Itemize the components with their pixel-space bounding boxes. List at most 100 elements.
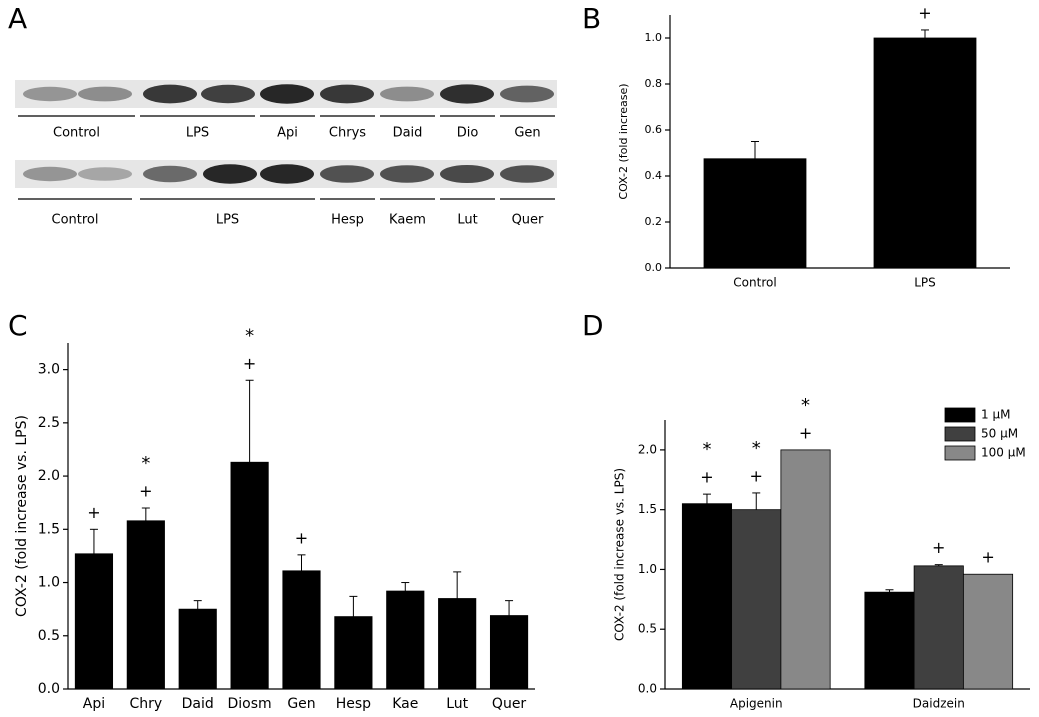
significance-star: * <box>245 325 254 346</box>
blot-band <box>260 84 314 104</box>
blot-band <box>78 167 132 181</box>
blot-band <box>78 86 132 102</box>
bar <box>489 615 529 690</box>
legend-swatch <box>944 445 976 461</box>
blot-band <box>500 165 554 183</box>
bar <box>681 503 733 690</box>
y-tick-label: 3.0 <box>38 362 60 378</box>
significance-plus: + <box>700 468 713 487</box>
bar <box>731 509 782 690</box>
blot-band <box>320 84 374 104</box>
y-tick-label: 0.4 <box>645 169 663 182</box>
bar <box>178 608 217 690</box>
blot-band <box>440 165 494 183</box>
lane-label: Daid <box>393 126 423 141</box>
bar <box>74 553 114 690</box>
bar <box>780 449 831 690</box>
blot-band <box>380 165 434 183</box>
significance-star: * <box>752 438 761 459</box>
x-tick-label: Kae <box>392 696 418 712</box>
x-tick-label: Gen <box>287 696 315 712</box>
blot-band <box>203 164 257 184</box>
legend-label: 1 μM <box>981 408 1010 422</box>
y-tick-label: 2.0 <box>638 442 657 456</box>
bar <box>386 590 425 690</box>
y-tick-label: 0.2 <box>645 215 663 228</box>
significance-plus: + <box>750 466 763 485</box>
y-tick-label: 1.5 <box>638 502 657 516</box>
y-tick-label: 0.0 <box>645 261 663 274</box>
significance-plus: + <box>932 538 945 557</box>
lane-label: Control <box>53 126 100 141</box>
significance-plus: + <box>799 423 812 442</box>
lane-label: Api <box>277 126 298 141</box>
lane-label: LPS <box>186 126 209 141</box>
x-tick-label: Daid <box>182 696 214 712</box>
blot-band <box>23 166 77 182</box>
legend-label: 100 μM <box>981 446 1026 460</box>
bar <box>334 616 373 690</box>
bar <box>126 520 165 690</box>
blot-band <box>320 165 374 183</box>
lane-label: Gen <box>514 126 540 141</box>
y-tick-label: 0.0 <box>38 681 60 697</box>
panel-label: A <box>8 2 27 35</box>
x-tick-label: Api <box>83 696 105 712</box>
legend-swatch <box>944 407 976 423</box>
lane-label: Hesp <box>331 213 364 228</box>
x-tick-label: Chry <box>129 696 162 712</box>
bar <box>230 461 269 690</box>
y-axis-label: COX-2 (fold increase) <box>617 83 630 199</box>
bar <box>438 598 477 690</box>
blot-band <box>440 84 494 104</box>
y-axis-label: COX-2 (fold increase vs. LPS) <box>14 415 30 617</box>
bar <box>873 37 977 269</box>
panel-label: C <box>8 309 28 342</box>
y-tick-label: 1.0 <box>638 562 657 576</box>
significance-plus: + <box>243 354 256 373</box>
panel-label: B <box>582 2 601 35</box>
y-tick-label: 1.0 <box>38 575 60 591</box>
y-tick-label: 2.0 <box>38 468 60 484</box>
blot-band <box>260 164 314 184</box>
y-tick-label: 1.0 <box>645 31 663 44</box>
significance-plus: + <box>139 482 152 501</box>
bar <box>864 591 915 690</box>
y-tick-label: 2.5 <box>38 415 60 431</box>
blot-band <box>380 86 434 102</box>
blot-band <box>143 84 197 104</box>
significance-star: * <box>141 453 150 474</box>
x-tick-label: Quer <box>492 696 527 712</box>
legend-label: 50 μM <box>981 427 1018 441</box>
bar <box>962 573 1014 690</box>
significance-star: * <box>801 395 810 416</box>
lane-label: Lut <box>457 213 477 228</box>
significance-star: * <box>702 439 711 460</box>
x-tick-label: Lut <box>446 696 468 712</box>
significance-plus: + <box>918 3 931 22</box>
significance-plus: + <box>87 503 100 522</box>
x-tick-label: LPS <box>914 276 936 290</box>
x-tick-label: Apigenin <box>730 697 783 711</box>
y-tick-label: 0.8 <box>645 77 663 90</box>
blot-band <box>143 165 197 183</box>
significance-plus: + <box>981 548 994 567</box>
y-tick-label: 1.5 <box>38 521 60 537</box>
significance-plus: + <box>295 528 308 547</box>
bar <box>703 158 807 269</box>
x-tick-label: Daidzein <box>913 697 965 711</box>
blot-band <box>500 85 554 103</box>
legend-swatch <box>944 426 976 442</box>
bar <box>913 565 964 690</box>
lane-label: LPS <box>216 213 239 228</box>
lane-label: Control <box>52 213 99 228</box>
x-tick-label: Diosm <box>228 696 272 712</box>
y-tick-label: 0.5 <box>638 622 657 636</box>
bar <box>282 570 321 690</box>
x-tick-label: Hesp <box>336 696 371 712</box>
y-tick-label: 0.0 <box>638 682 657 696</box>
lane-label: Chrys <box>329 126 366 141</box>
blot-band <box>201 84 255 104</box>
panel-label: D <box>582 309 604 342</box>
